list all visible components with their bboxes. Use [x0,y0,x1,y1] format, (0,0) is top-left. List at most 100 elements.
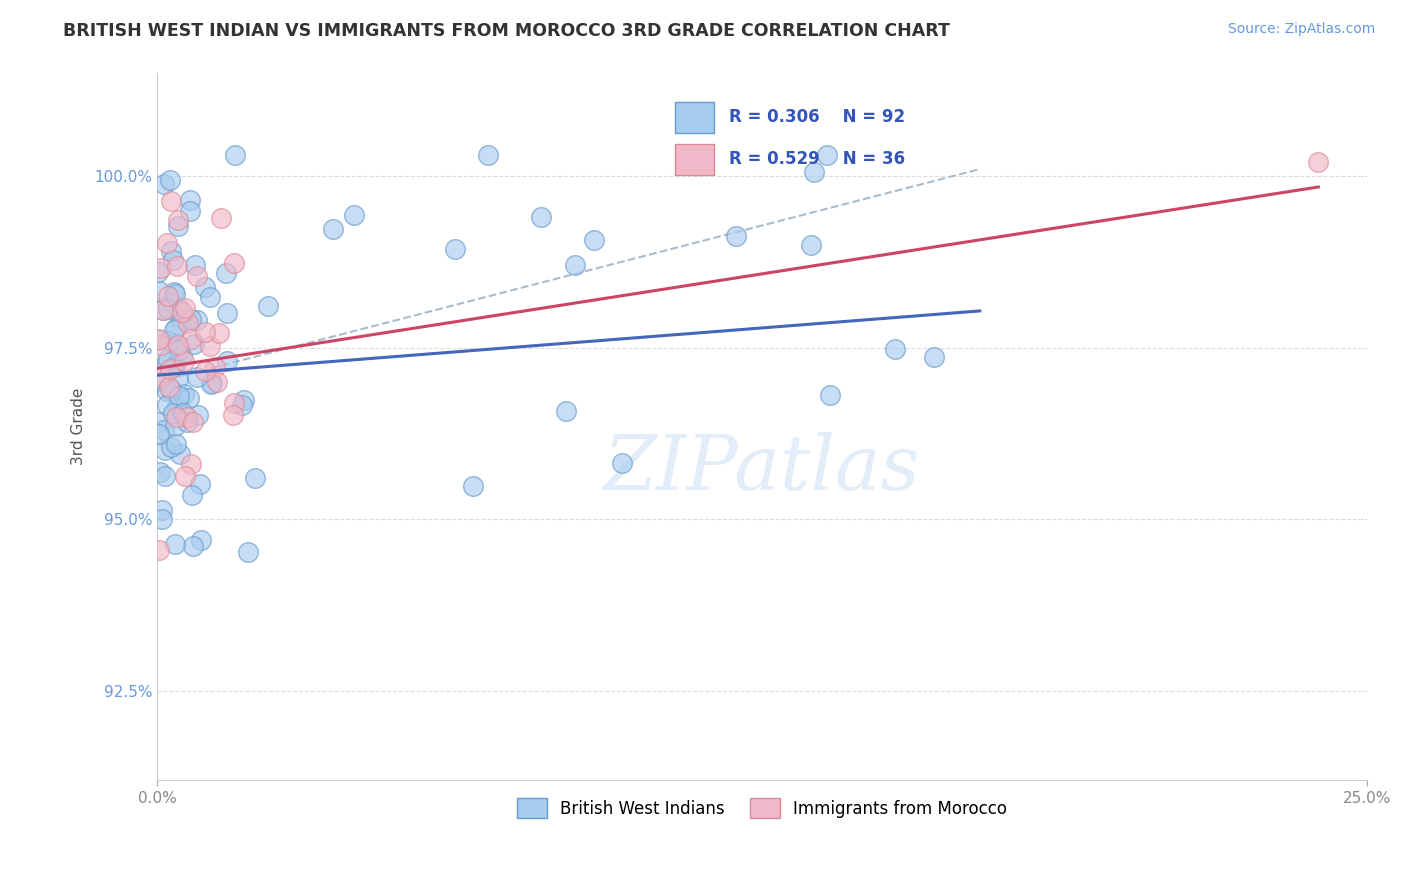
Point [176,409,198,424]
Point [222,396,245,410]
Point [194,364,217,378]
Point [583,233,606,247]
Point [159,173,181,187]
Point [231,398,253,412]
Point [215,266,238,280]
Point [177,391,200,405]
Point [188,476,211,491]
Point [170,305,193,319]
Point [176,415,198,429]
Point [884,343,907,357]
Point [169,447,191,461]
Point [165,410,187,425]
Point [162,406,184,420]
Point [186,268,208,283]
Point [818,388,841,402]
Point [243,471,266,485]
Point [224,148,246,162]
Point [165,537,187,551]
Point [159,244,181,259]
Point [236,545,259,559]
Point [322,222,344,236]
Point [167,301,190,316]
Point [155,469,177,483]
Point [173,386,195,401]
Point [157,302,180,317]
Point [1308,155,1330,169]
Point [148,543,170,558]
Point [815,148,838,162]
Point [165,321,187,335]
Point [167,389,190,403]
Point [444,243,467,257]
Point [163,419,186,434]
Point [180,458,202,472]
Point [148,332,170,346]
Point [204,359,226,374]
Point [169,313,191,327]
Point [153,442,176,457]
Point [156,354,179,368]
Point [179,193,201,207]
Point [184,258,207,272]
Point [173,353,195,368]
Point [162,323,184,337]
Point [610,456,633,470]
Point [725,228,748,243]
Point [222,408,245,422]
Point [187,409,209,423]
Point [207,326,229,340]
Point [167,338,190,352]
Point [166,259,188,273]
Point [153,177,176,191]
Point [152,303,174,318]
Point [149,261,172,276]
Point [163,285,186,299]
Point [183,336,205,351]
Point [477,148,499,162]
Point [257,299,280,313]
Point [148,265,170,279]
Point [157,334,180,349]
Point [165,437,187,451]
Point [194,325,217,339]
Point [343,208,366,222]
Point [150,502,173,516]
Point [205,375,228,389]
Point [181,539,204,553]
Point [156,289,179,303]
Point [165,336,187,351]
Point [190,533,212,547]
Point [181,488,204,502]
Point [162,253,184,268]
Point [564,258,586,272]
Point [163,358,186,372]
Point [173,406,195,420]
Point [165,286,187,301]
Text: ZIPatlas: ZIPatlas [603,432,921,506]
Point [222,256,245,270]
Point [179,203,201,218]
Point [233,393,256,408]
Point [166,219,188,233]
Point [174,301,197,315]
Point [803,165,825,179]
Point [149,374,172,388]
Point [160,440,183,454]
Point [160,296,183,310]
Point [167,213,190,227]
Point [156,235,179,250]
Point [194,280,217,294]
Point [148,427,170,442]
Point [174,469,197,483]
Point [172,349,194,363]
Point [150,368,173,383]
Point [181,415,204,429]
Point [160,194,183,209]
Point [180,332,202,346]
Point [209,211,232,225]
Point [217,354,239,368]
Point [159,362,181,376]
Point [922,350,945,364]
Point [155,384,177,399]
